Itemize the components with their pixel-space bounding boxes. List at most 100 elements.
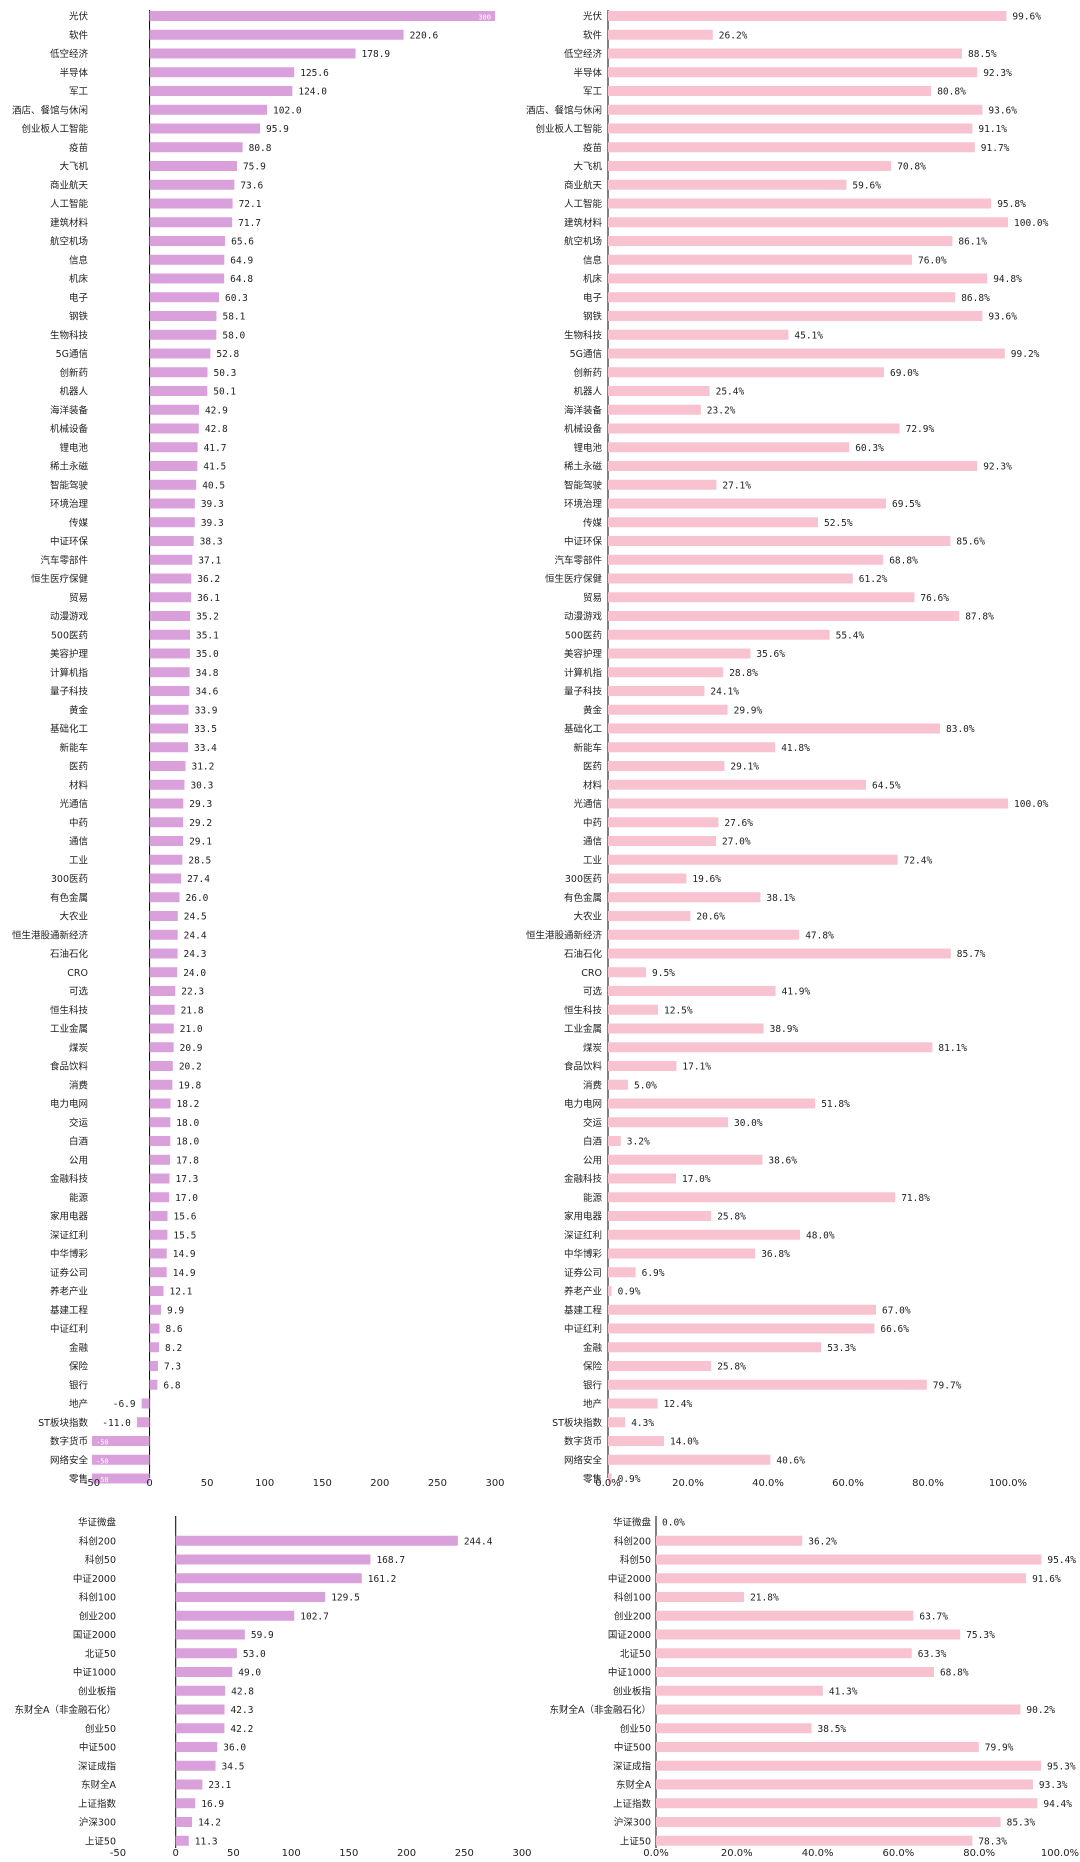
sector-percentile-bar [608, 1117, 728, 1128]
sector-percentile-bar [608, 948, 951, 959]
sector-percentile-bar [608, 1436, 664, 1446]
index-pe-x-tick-label: -50 [110, 1848, 126, 1859]
sector-pe-category-label: 海洋装备 [50, 404, 89, 416]
sector-pe-value-label: -50 [96, 1439, 109, 1447]
sector-pe-value-label: 64.9 [230, 255, 253, 266]
sector-pe-value-label: 29.2 [189, 818, 212, 829]
sector-pe-value-label: 65.6 [231, 237, 254, 248]
sector-pe-category-label: 动漫游戏 [50, 611, 89, 623]
index-pe-value-label: 42.8 [231, 1686, 254, 1697]
sector-pe-bar [149, 1154, 171, 1165]
sector-percentile-category-label: 智能驾驶 [564, 479, 603, 491]
sector-pe-category-label: 工业金属 [50, 1023, 88, 1035]
sector-percentile-category-label: 中华博彩 [564, 1248, 603, 1260]
index-percentile-bar [656, 1685, 823, 1696]
sector-pe-category-label: 中证环保 [50, 536, 89, 548]
sector-pe-bar [149, 911, 178, 921]
index-percentile-bar [656, 1573, 1027, 1584]
sector-percentile-value-label: 48.0% [806, 1230, 835, 1241]
index-percentile-value-label: 38.5% [818, 1724, 847, 1735]
sector-pe-value-label: 7.3 [164, 1362, 181, 1373]
sector-pe-x-tick-label: -50 [84, 1478, 100, 1489]
sector-pe-bar [149, 1342, 160, 1353]
sector-pe-bar [149, 1117, 171, 1128]
sector-percentile-category-label: 新能车 [573, 742, 602, 754]
index-percentile-bar [656, 1629, 961, 1640]
sector-percentile-category-label: 中证红利 [564, 1323, 602, 1335]
sector-pe-bar [149, 723, 189, 734]
sector-pe-category-label: 人工智能 [50, 198, 89, 210]
sector-pe-bar [149, 779, 185, 790]
sector-percentile-bar [608, 1023, 764, 1034]
sector-pe-bar [149, 142, 243, 153]
sector-pe-category-label: 生物科技 [50, 329, 89, 341]
index-percentile-bar [656, 1667, 934, 1677]
sector-percentile-bar [608, 404, 701, 415]
sector-pe-category-label: 计算机指 [50, 667, 89, 679]
index-pe-value-label: 161.2 [368, 1574, 397, 1585]
index-pe-category-label: 中证500 [79, 1742, 116, 1754]
sector-pe-value-label: 36.1 [197, 593, 220, 604]
sector-percentile-value-label: 85.6% [956, 537, 985, 548]
sector-pe-category-label: 材料 [69, 779, 89, 791]
sector-pe-value-label: 34.8 [196, 668, 219, 679]
sector-pe-bar [149, 817, 184, 828]
sector-pe-bar [92, 1454, 150, 1465]
index-pe-x-tick-label: 200 [397, 1848, 416, 1859]
sector-percentile-category-label: 金融 [583, 1342, 603, 1354]
sector-percentile-category-label: 恒生医疗保健 [545, 573, 603, 585]
sector-pe-bar [149, 217, 233, 228]
sector-pe-category-label: 电力电网 [50, 1098, 88, 1110]
index-percentile-category-label: 国证2000 [608, 1630, 651, 1641]
sector-percentile-category-label: 低空经济 [564, 48, 603, 60]
sector-percentile-bar [608, 779, 866, 790]
sector-percentile-value-label: 64.5% [872, 780, 901, 791]
sector-pe-value-label: 35.1 [196, 630, 219, 641]
index-percentile-value-label: 91.6% [1032, 1574, 1061, 1585]
index-pe-category-label: 上证指数 [78, 1798, 117, 1810]
sector-pe-value-label: 6.8 [163, 1380, 180, 1391]
sector-pe-x-tick-label: 100 [255, 1478, 274, 1489]
sector-pe-category-label: 中证红利 [50, 1323, 88, 1335]
sector-pe-bar [141, 1398, 150, 1409]
sector-percentile-value-label: 27.0% [722, 837, 751, 848]
sector-percentile-value-label: 67.0% [882, 1305, 911, 1316]
sector-pe-value-label: -50 [96, 1476, 109, 1484]
sector-percentile-category-label: 零售 [583, 1473, 602, 1485]
sector-percentile-category-label: 数字货币 [564, 1436, 602, 1448]
index-pe-category-label: 创业50 [85, 1723, 116, 1735]
index-pe-category-label: 科创50 [85, 1554, 116, 1566]
sector-percentile-category-label: 可选 [583, 986, 603, 998]
sector-percentile-bar [608, 667, 724, 678]
sector-pe-value-label: 39.3 [201, 518, 224, 529]
index-percentile-chart: 华证微盘 0.0% 科创200 36.2% 科创50 95.4% 中证2000 91.6% 科创… [550, 1516, 1079, 1859]
sector-percentile-value-label: 25.8% [717, 1212, 746, 1223]
sector-pe-bar [149, 67, 295, 78]
sector-percentile-bar [608, 1417, 626, 1428]
sector-pe-category-label: 航空机场 [50, 236, 88, 248]
sector-percentile-bar [608, 1323, 875, 1334]
sector-percentile-category-label: 创新药 [573, 367, 602, 379]
index-percentile-category-label: 中证500 [614, 1742, 651, 1754]
sector-percentile-category-label: 网络安全 [564, 1454, 603, 1466]
index-pe-value-label: 129.5 [331, 1593, 360, 1604]
index-percentile-category-label: 华证微盘 [613, 1517, 652, 1529]
sector-pe-value-label: 29.1 [189, 837, 212, 848]
sector-pe-bar [149, 161, 237, 171]
sector-percentile-value-label: 29.1% [730, 762, 759, 773]
sector-percentile-value-label: 25.4% [716, 387, 745, 398]
sector-percentile-value-label: 23.2% [707, 405, 736, 416]
sector-percentile-value-label: 92.3% [983, 462, 1012, 473]
sector-pe-category-label: 创业板人工智能 [21, 123, 88, 135]
index-pe-category-label: 国证2000 [73, 1630, 116, 1641]
sector-percentile-category-label: 银行 [583, 1379, 603, 1391]
index-pe-bar [175, 1573, 362, 1584]
index-pe-bar [175, 1535, 458, 1546]
sector-percentile-value-label: 100.0% [1014, 799, 1049, 810]
sector-percentile-bar [608, 292, 956, 303]
sector-pe-category-label: 煤炭 [69, 1042, 89, 1054]
index-pe-bar [175, 1629, 245, 1640]
sector-pe-value-label: 50.1 [213, 387, 236, 398]
sector-pe-bar [149, 1211, 168, 1221]
